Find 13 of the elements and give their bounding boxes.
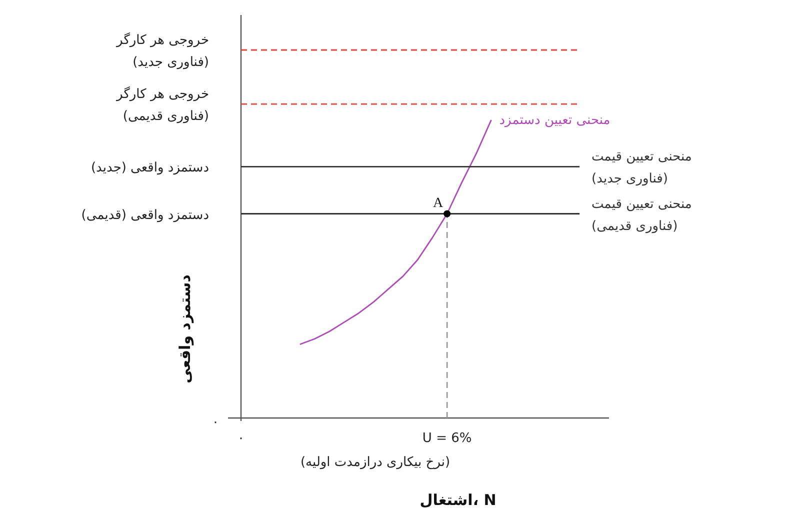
text: (نرخ بیکاری درازمدت اولیه) xyxy=(300,455,450,470)
y-axis-title: دستمزد واقعی xyxy=(176,274,194,384)
x-tick-label: U = 6% xyxy=(422,431,472,446)
series-label: منحنی تعیین قیمت (فناوری جدید) xyxy=(592,150,692,187)
series-label: منحنی تعیین قیمت (فناوری قدیمی) xyxy=(592,196,692,234)
x-axis-title: اشتغال، N xyxy=(420,491,496,509)
series-label: منحنی تعیین دستمزد xyxy=(499,112,610,128)
text: خروجی هر کارگر (فناوری قدیمی) xyxy=(116,86,209,124)
text: دستمزد واقعی (جدید) xyxy=(90,160,210,176)
text: ۰ xyxy=(212,415,219,430)
text: خروجی هر کارگر (فناوری جدید) xyxy=(116,32,209,70)
text: دستمزد واقعی (قدیمی) xyxy=(81,208,210,223)
annotation: A xyxy=(432,196,444,211)
